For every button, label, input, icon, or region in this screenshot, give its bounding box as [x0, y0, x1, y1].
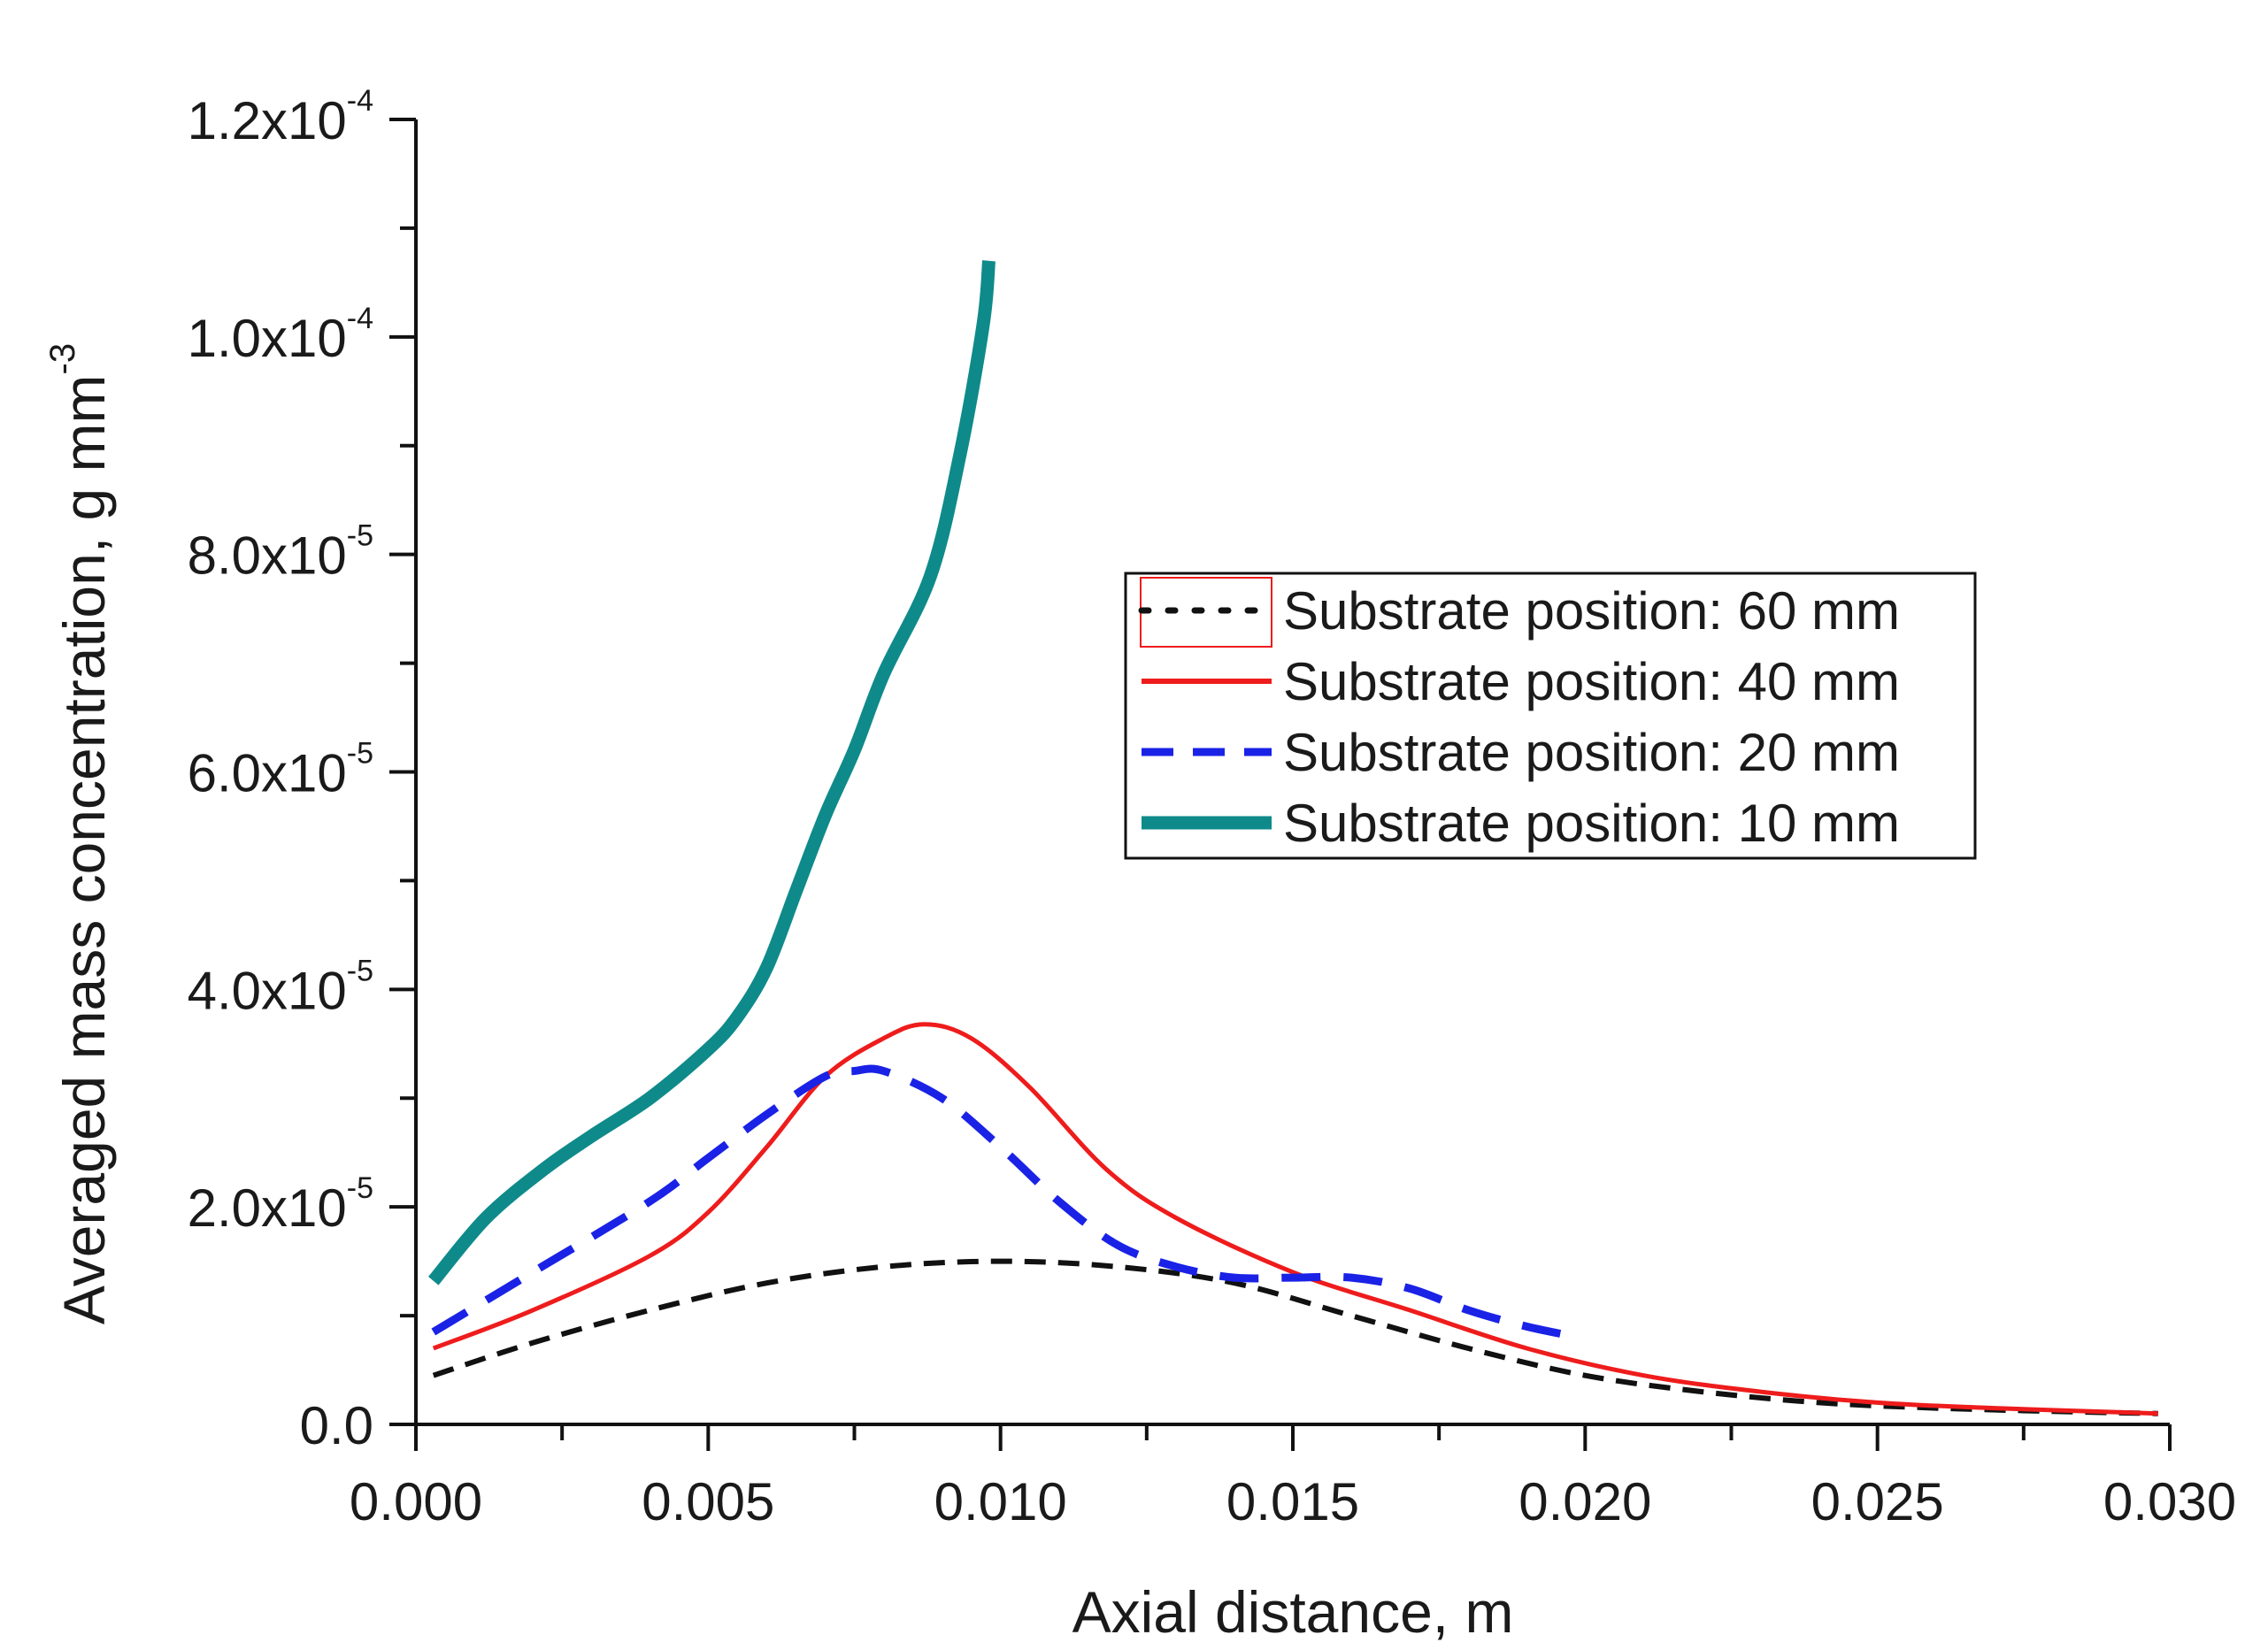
legend-label: Substrate position: 20 mm [1283, 723, 1900, 782]
y-tick-label: 0.0 [300, 1396, 373, 1455]
x-tick-label: 0.010 [934, 1472, 1067, 1531]
y-tick-mantissa: 6.0x10 [188, 744, 347, 803]
y-tick-exponent: -4 [347, 84, 373, 118]
y-tick-exponent: -4 [347, 302, 373, 335]
y-axis-title-main: Averaged mass concentration, g mm [51, 374, 117, 1324]
y-tick-label: 1.2x10-4 [188, 84, 373, 150]
y-tick-mantissa: 2.0x10 [188, 1178, 347, 1238]
legend: Substrate position: 60 mm Substrate posit… [1124, 572, 1977, 860]
legend-label: Substrate position: 10 mm [1283, 794, 1900, 853]
y-tick-mantissa: 1.2x10 [188, 91, 347, 150]
y-tick-exponent: -5 [347, 737, 373, 771]
series-20mm-line [431, 1064, 1580, 1342]
y-axis-title: Averaged mass concentration, g mm-3 [43, 343, 117, 1324]
legend-label: Substrate position: 60 mm [1283, 581, 1900, 641]
y-tick-label: 1.0x10-4 [188, 302, 373, 368]
y-tick-mantissa: 4.0x10 [188, 961, 347, 1020]
y-tick-label: 8.0x10-5 [188, 519, 373, 586]
series-60mm-line [432, 1258, 2158, 1416]
y-tick-mantissa: 8.0x10 [188, 526, 347, 586]
x-tick-label: 0.015 [1226, 1472, 1359, 1531]
y-axis-title-exponent: -3 [43, 343, 82, 375]
y-ticks: 0.02.0x10-54.0x10-56.0x10-58.0x10-51.0x1… [188, 84, 416, 1455]
x-ticks: 0.000 0.005 0.010 0.015 0.020 0.025 0.030 [350, 1424, 2236, 1531]
y-tick-label: 2.0x10-5 [188, 1171, 373, 1238]
series-10mm-line [428, 260, 996, 1285]
legend-label: Substrate position: 40 mm [1283, 652, 1900, 711]
x-tick-label: 0.000 [350, 1472, 482, 1531]
series-40mm-line [432, 1022, 2158, 1416]
x-tick-label: 0.005 [642, 1472, 774, 1531]
y-tick-mantissa: 0.0 [300, 1396, 373, 1455]
x-axis-title: Axial distance, m [1072, 1579, 1514, 1645]
plot-area [428, 260, 2158, 1416]
legend-box [1124, 572, 1977, 860]
y-tick-exponent: -5 [347, 519, 373, 553]
y-tick-exponent: -5 [347, 1171, 373, 1205]
x-tick-label: 0.020 [1518, 1472, 1651, 1531]
y-tick-label: 4.0x10-5 [188, 954, 373, 1020]
y-tick-label: 6.0x10-5 [188, 737, 373, 803]
x-tick-label: 0.030 [2103, 1472, 2236, 1531]
x-tick-label: 0.025 [1811, 1472, 1944, 1531]
y-tick-mantissa: 1.0x10 [188, 309, 347, 368]
y-tick-exponent: -5 [347, 954, 373, 987]
